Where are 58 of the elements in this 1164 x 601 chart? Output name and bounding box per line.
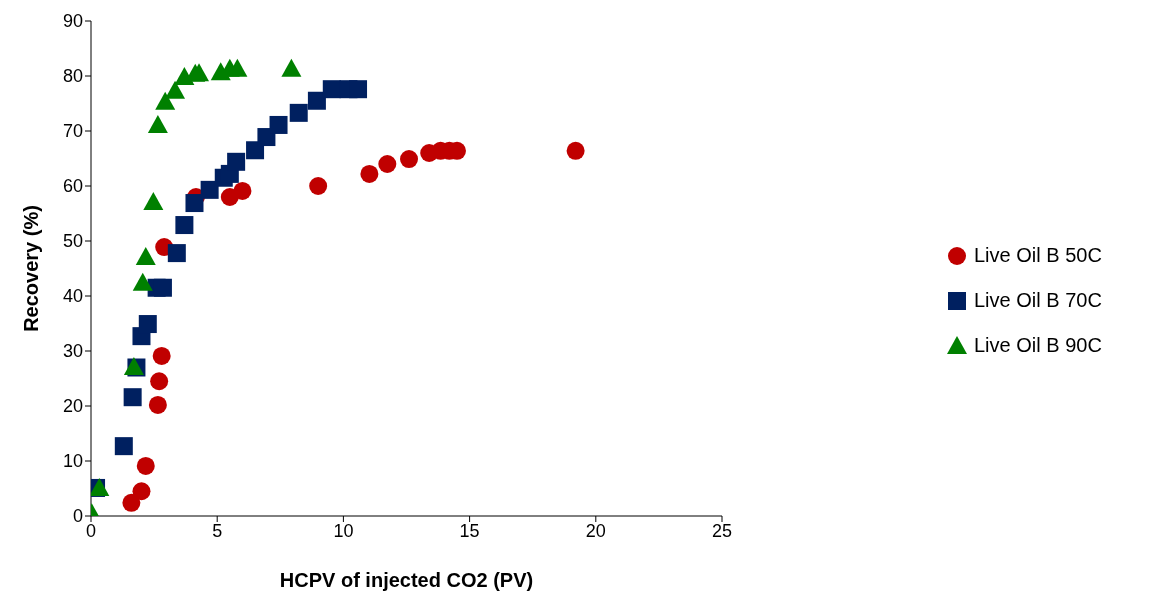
point xyxy=(148,395,167,414)
point xyxy=(400,150,419,169)
point xyxy=(378,155,397,173)
point xyxy=(227,152,246,171)
point xyxy=(150,372,169,391)
point xyxy=(281,58,302,77)
point xyxy=(132,272,153,291)
y-tick-label: 30 xyxy=(62,341,83,362)
y-tick-label: 60 xyxy=(62,176,83,197)
point xyxy=(91,477,110,496)
point xyxy=(132,482,151,501)
y-tick-label: 70 xyxy=(62,121,83,142)
point xyxy=(175,216,194,235)
x-axis-title: HCPV of injected CO2 (PV) xyxy=(279,569,534,591)
y-tick-label: 40 xyxy=(62,286,83,307)
point xyxy=(114,437,133,456)
point xyxy=(185,194,204,213)
point xyxy=(153,278,172,297)
point xyxy=(136,456,155,475)
point xyxy=(307,91,326,110)
point xyxy=(257,128,276,147)
y-tick-label: 80 xyxy=(62,66,83,87)
point xyxy=(309,177,328,195)
point xyxy=(147,114,168,133)
legend-label: Live Oil B 90C xyxy=(974,334,1102,357)
point xyxy=(135,246,156,265)
point xyxy=(269,115,288,134)
point xyxy=(167,244,186,263)
point xyxy=(349,80,368,99)
x-tick-label: 0 xyxy=(85,520,97,541)
x-tick-label: 15 xyxy=(459,520,480,541)
y-tick-label: 50 xyxy=(62,231,83,252)
point xyxy=(143,191,164,210)
x-tick-label: 10 xyxy=(333,520,354,541)
point xyxy=(227,58,248,77)
point xyxy=(152,346,171,365)
legend-label: Live Oil B 50C xyxy=(974,244,1102,267)
point xyxy=(200,180,219,199)
y-tick-label: 0 xyxy=(72,506,83,527)
x-tick-label: 5 xyxy=(212,520,223,541)
y-tick-label: 90 xyxy=(62,11,83,32)
point xyxy=(122,493,141,512)
point xyxy=(289,103,308,122)
point xyxy=(123,388,142,407)
y-axis-title: Recovery (%) xyxy=(20,205,43,332)
point xyxy=(189,63,210,82)
x-tick-label: 25 xyxy=(711,520,733,541)
y-tick-label: 10 xyxy=(62,451,83,472)
x-tick-label: 20 xyxy=(585,520,606,541)
y-tick-label: 20 xyxy=(62,396,83,417)
point xyxy=(233,181,252,200)
point xyxy=(138,315,157,334)
point xyxy=(360,164,379,183)
legend-label: Live Oil B 70C xyxy=(974,289,1102,312)
point xyxy=(566,141,585,160)
point xyxy=(165,80,186,99)
point xyxy=(155,91,176,110)
point xyxy=(123,356,144,375)
